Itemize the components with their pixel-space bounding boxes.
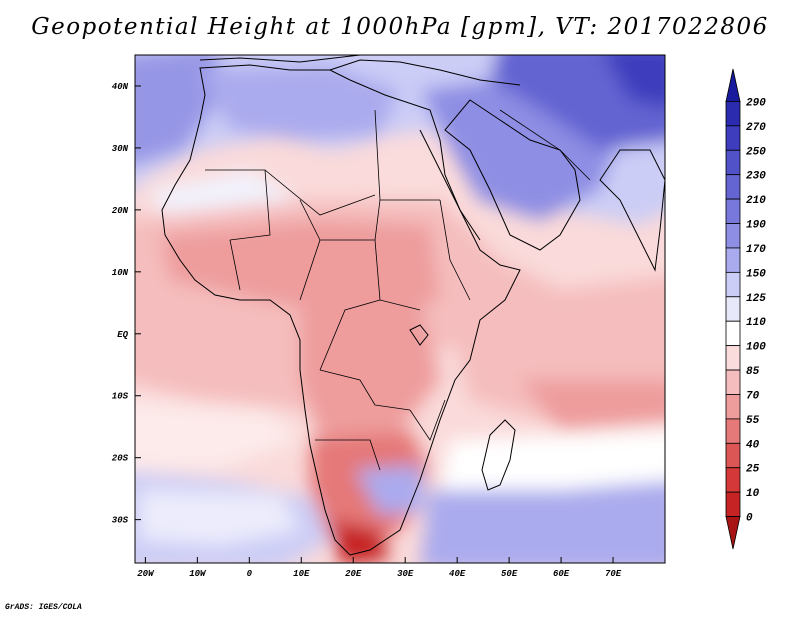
lon-tick-label: 60E (553, 569, 570, 579)
lon-tick-label: 10W (189, 569, 207, 579)
heightfield (135, 55, 665, 563)
colorbar-segment (725, 247, 741, 273)
colorbar-segment (725, 125, 741, 151)
colorbar-label: 125 (746, 293, 766, 305)
lat-tick-label: 40N (112, 82, 129, 92)
colorbar-segment (725, 467, 741, 493)
lon-tick-label: 40E (449, 569, 466, 579)
lon-tick-label: 20W (137, 569, 155, 579)
lat-tick-label: 30S (112, 516, 129, 526)
colorbar-segment (725, 174, 741, 200)
europe-coast (199, 55, 361, 63)
colorbar-label: 170 (746, 244, 766, 256)
colorbar-segment (725, 271, 741, 298)
colorbar-label: 210 (746, 195, 766, 207)
colorbar-label: 150 (746, 268, 766, 280)
colorbar-segment (725, 101, 741, 127)
lat-tick-label: 30N (112, 144, 129, 154)
credit-label: GrADS: IGES/COLA (5, 603, 82, 612)
lon-tick-label: 0 (247, 569, 253, 579)
field-botswana-blue (355, 465, 425, 515)
field-sahel (160, 220, 440, 320)
lat-tick-label: 10S (112, 392, 129, 402)
mediterranean-coast (329, 59, 521, 86)
colorbar-label: 250 (746, 146, 766, 158)
colorbar-segment (725, 418, 741, 444)
field-mid-indian (520, 380, 665, 430)
field-south-atlantic-white (140, 490, 300, 545)
lat-tick-label: 10N (112, 268, 129, 278)
field-south-indian-white (440, 430, 665, 490)
lat-tick-label: 20N (112, 206, 129, 216)
coastlines (161, 55, 665, 556)
colorbar-top-arrow (725, 68, 741, 102)
plot-frame (134, 54, 666, 564)
colorbar-segment (725, 198, 741, 224)
lat-tick-label: EQ (117, 330, 128, 340)
madagascar-coastline (481, 419, 516, 491)
colorbar-label: 55 (746, 415, 760, 427)
field-egypt-red (375, 135, 450, 215)
colorbar-segment (725, 149, 741, 176)
colorbar: 2902702502302101901701501251101008570554… (725, 68, 766, 550)
arabia-coastline (444, 99, 581, 251)
colorbar-label: 0 (746, 513, 753, 525)
colorbar-segment (725, 491, 741, 517)
lon-tick-label: 70E (605, 569, 622, 579)
longitude-axis: 20W 10W 0 10E 20E 30E 40E 50E 60E 70E (137, 557, 622, 579)
colorbar-label: 25 (746, 464, 760, 476)
field-asia-peak (605, 55, 665, 107)
lon-tick-label: 50E (501, 569, 518, 579)
colorbar-segment (725, 320, 741, 347)
country-borders (205, 109, 591, 471)
field-north-africa (200, 65, 400, 140)
colorbar-segment (725, 394, 741, 420)
lon-tick-label: 10E (293, 569, 310, 579)
colorbar-label: 40 (746, 439, 760, 451)
colorbar-label: 10 (746, 488, 760, 500)
lake-victoria (409, 324, 429, 346)
field-sa-coast (330, 520, 390, 563)
field-atlantic-white (135, 401, 300, 470)
africa-coastline (161, 64, 521, 556)
lon-tick-label: 30E (397, 569, 414, 579)
colorbar-label: 85 (746, 366, 760, 378)
lat-tick-label: 20S (112, 454, 129, 464)
colorbar-label: 70 (746, 390, 760, 402)
india-coastline (599, 149, 665, 272)
chart-title: Geopotential Height at 1000hPa [gpm], VT… (31, 14, 769, 40)
colorbar-bottom-arrow (725, 516, 741, 550)
colorbar-label: 190 (746, 220, 766, 232)
colorbar-segment (725, 296, 741, 322)
colorbar-segment (725, 442, 741, 469)
red-sea (419, 129, 481, 241)
colorbar-segment (725, 369, 741, 395)
colorbar-label: 270 (746, 122, 766, 134)
colorbar-label: 100 (746, 342, 766, 354)
latitude-axis: 40N 30N 20N 10N EQ 10S 20S 30S (112, 82, 141, 526)
colorbar-label: 230 (746, 171, 766, 183)
colorbar-label: 110 (746, 317, 766, 329)
field-south-indian (420, 470, 665, 563)
lon-tick-label: 20E (345, 569, 362, 579)
colorbar-segment (725, 345, 741, 371)
colorbar-segment (725, 223, 741, 249)
colorbar-label: 290 (746, 97, 766, 109)
